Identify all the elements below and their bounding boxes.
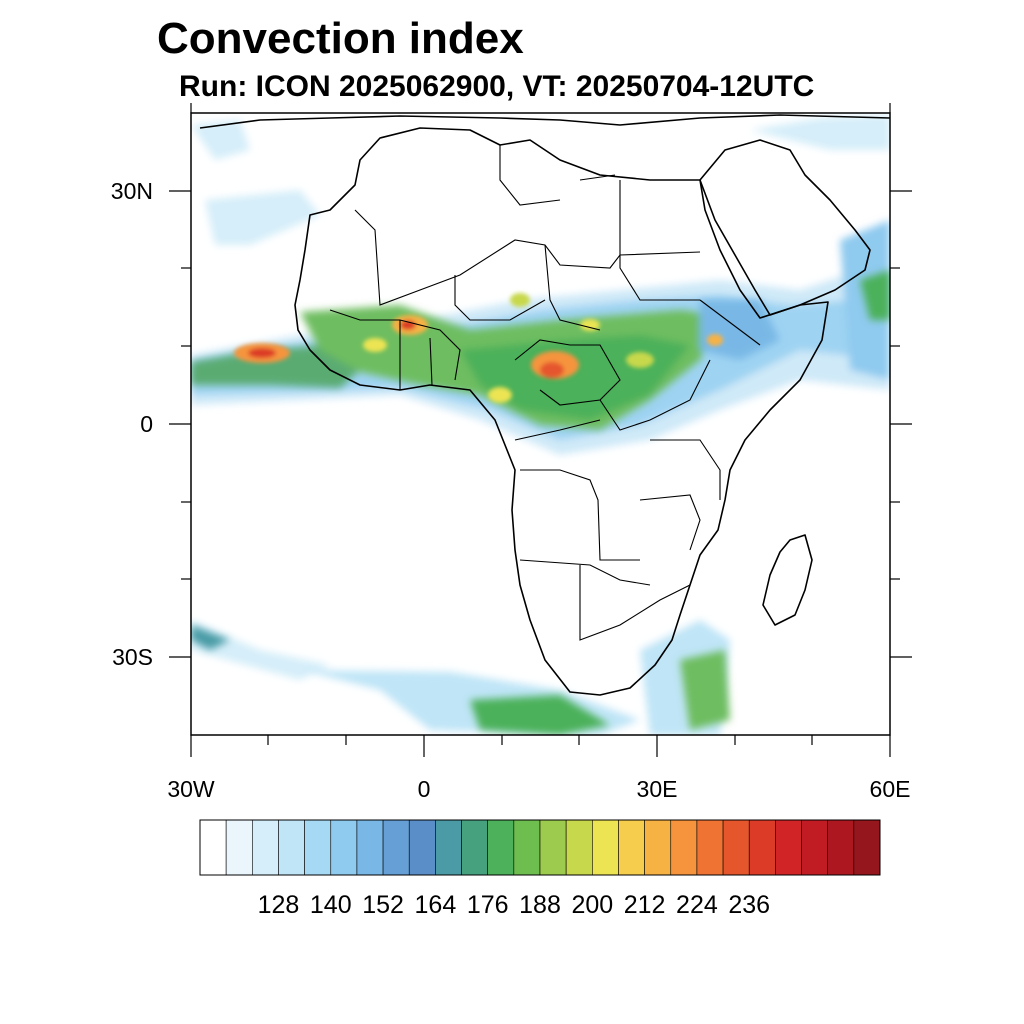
colorbar-box xyxy=(513,819,541,876)
colorbar-box xyxy=(487,819,515,876)
colorbar-box xyxy=(618,819,645,876)
country-borders xyxy=(329,145,761,641)
colorbar-box xyxy=(722,819,750,876)
colorbar-label: 164 xyxy=(415,891,457,919)
colorbar-box xyxy=(461,819,488,876)
colorbar-box xyxy=(827,819,855,876)
colorbar-box xyxy=(408,819,436,876)
madagascar-coastline xyxy=(762,534,813,626)
colorbar-label: 152 xyxy=(362,891,404,919)
map-title: Convection index xyxy=(157,14,524,63)
moderate-field xyxy=(191,270,890,735)
convection-field xyxy=(191,115,890,735)
europe-coastline xyxy=(199,114,890,129)
colorbar-label: 140 xyxy=(310,891,352,919)
lat-label-30n: 30N xyxy=(111,178,153,204)
colorbar xyxy=(199,819,881,876)
colorbar-labels: 128 140 152 164 176 188 200 212 224 236 xyxy=(258,891,770,919)
colorbar-box xyxy=(565,819,593,876)
colorbar-box xyxy=(539,819,567,876)
colorbar-label: 176 xyxy=(467,891,509,919)
colorbar-label: 212 xyxy=(624,891,666,919)
arabia-coastline xyxy=(699,139,871,316)
colorbar-label: 128 xyxy=(258,891,300,919)
colorbar-label: 200 xyxy=(571,891,613,919)
colorbar-box xyxy=(199,819,227,876)
map-subtitle: Run: ICON 2025062900, VT: 20250704-12UTC xyxy=(179,70,815,103)
colorbar-label: 236 xyxy=(728,891,770,919)
lon-label-0: 0 xyxy=(418,776,431,802)
colorbar-box xyxy=(853,819,881,876)
axis-ticks xyxy=(169,103,912,757)
colorbar-box xyxy=(330,819,358,876)
colorbar-box xyxy=(696,819,724,876)
colorbar-box xyxy=(225,819,253,876)
colorbar-box xyxy=(382,819,410,876)
colorbar-box xyxy=(435,819,462,876)
lon-label-60e: 60E xyxy=(870,776,911,802)
lon-label-30e: 30E xyxy=(637,776,678,802)
lon-label-30w: 30W xyxy=(167,776,215,802)
coastlines xyxy=(199,114,890,696)
colorbar-box xyxy=(304,819,332,876)
colorbar-box xyxy=(356,819,384,876)
colorbar-box xyxy=(252,819,279,876)
colorbar-label: 224 xyxy=(676,891,718,919)
colorbar-label: 188 xyxy=(519,891,561,919)
colorbar-box xyxy=(644,819,672,876)
africa-coastline xyxy=(294,127,829,696)
colorbar-box xyxy=(592,819,619,876)
colorbar-box xyxy=(801,819,828,876)
colorbar-box xyxy=(775,819,802,876)
intense-cells xyxy=(234,293,723,403)
lat-label-30s: 30S xyxy=(112,644,153,670)
lat-label-0: 0 xyxy=(140,411,153,437)
colorbar-frame xyxy=(199,819,881,876)
colorbar-box xyxy=(748,819,776,876)
colorbar-box xyxy=(278,819,305,876)
colorbar-box xyxy=(670,819,698,876)
